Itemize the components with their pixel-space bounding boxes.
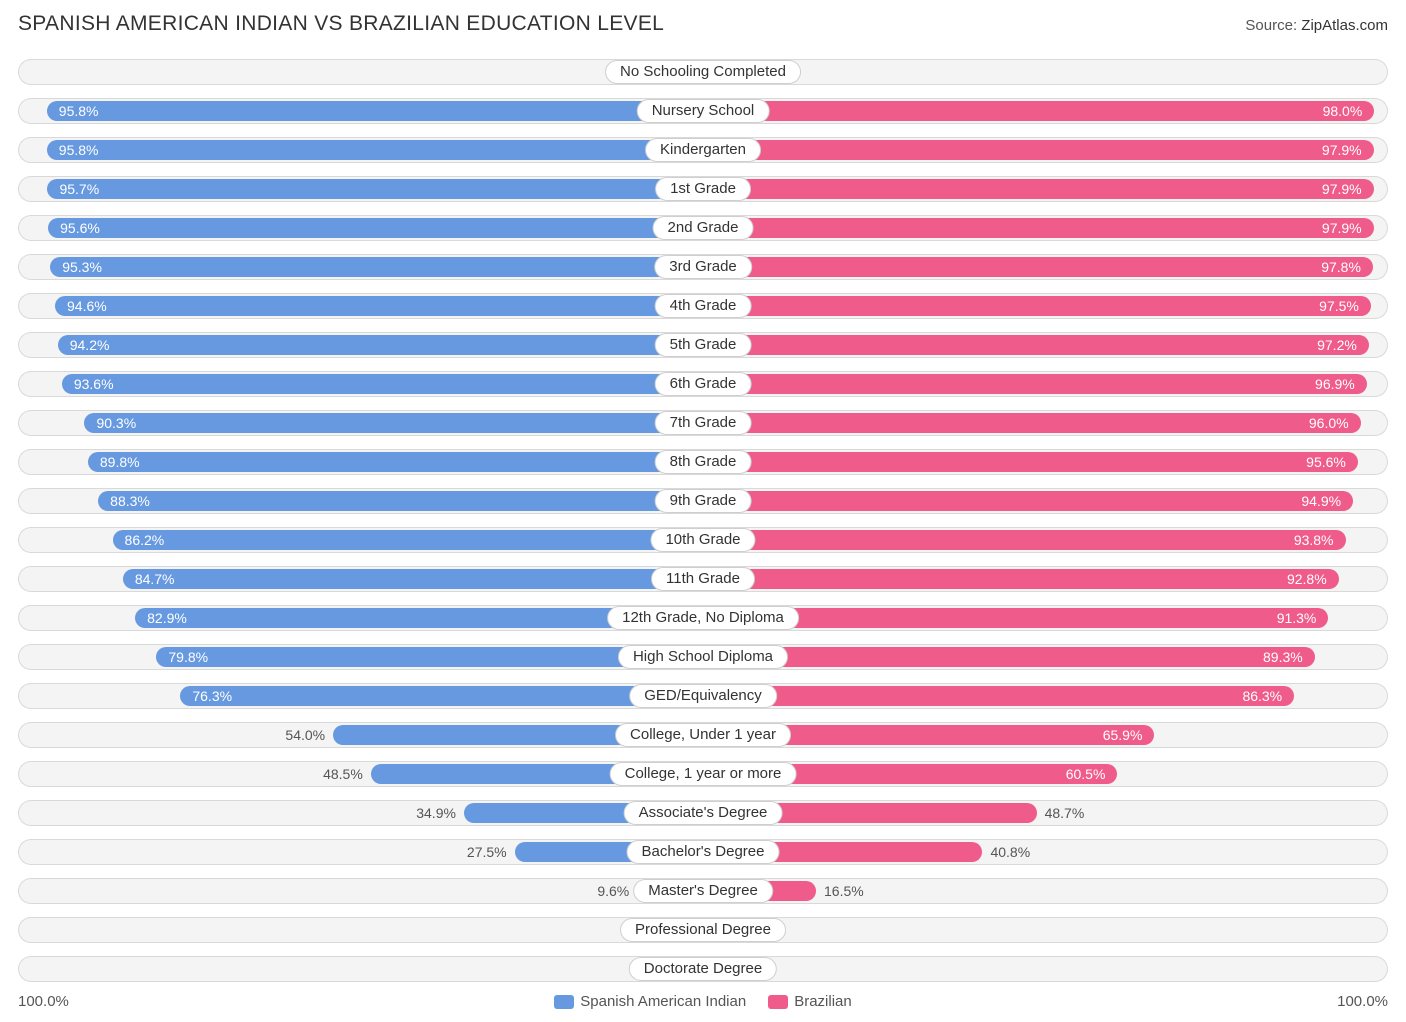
pct-right: 40.8%: [982, 842, 1030, 862]
legend-label-right: Brazilian: [794, 993, 852, 1010]
pct-right: 97.9%: [703, 179, 1374, 199]
pct-left: 27.5%: [467, 842, 515, 862]
category-label: 9th Grade: [655, 489, 752, 513]
pct-left: 88.3%: [98, 491, 703, 511]
pct-left: 95.7%: [47, 179, 703, 199]
chart-row: 94.6%97.5%4th Grade: [18, 288, 1388, 324]
chart-title: SPANISH AMERICAN INDIAN VS BRAZILIAN EDU…: [18, 12, 664, 36]
pct-right: 93.8%: [703, 530, 1346, 550]
source-name: ZipAtlas.com: [1301, 17, 1388, 34]
chart-row: 94.2%97.2%5th Grade: [18, 327, 1388, 363]
chart-row: 76.3%86.3%GED/Equivalency: [18, 678, 1388, 714]
chart-row: 88.3%94.9%9th Grade: [18, 483, 1388, 519]
chart-row: 34.9% 48.7% Associate's Degree: [18, 795, 1388, 831]
pct-right: 16.5%: [816, 881, 864, 901]
chart-row: 95.8%98.0%Nursery School: [18, 93, 1388, 129]
category-label: Doctorate Degree: [629, 957, 777, 981]
chart-row: 2.7%5.0%Professional Degree: [18, 912, 1388, 948]
pct-right: 98.0%: [703, 101, 1374, 121]
category-label: Associate's Degree: [624, 801, 783, 825]
legend: Spanish American Indian Brazilian: [554, 993, 851, 1010]
category-label: 2nd Grade: [653, 216, 754, 240]
pct-right: 96.0%: [703, 413, 1361, 433]
pct-left: 54.0%: [285, 725, 333, 745]
pct-left: 94.2%: [58, 335, 703, 355]
category-label: College, 1 year or more: [610, 762, 797, 786]
chart-row: 82.9%91.3%12th Grade, No Diploma: [18, 600, 1388, 636]
category-label: 10th Grade: [650, 528, 755, 552]
chart-row: 1.1%2.1%Doctorate Degree: [18, 951, 1388, 987]
axis-max-right: 100.0%: [1337, 993, 1388, 1010]
pct-left: 95.6%: [48, 218, 703, 238]
pct-left: 95.3%: [50, 257, 703, 277]
pct-right: 92.8%: [703, 569, 1339, 589]
chart-row: 89.8%95.6%8th Grade: [18, 444, 1388, 480]
pct-left: 94.6%: [55, 296, 703, 316]
category-label: 4th Grade: [655, 294, 752, 318]
category-label: 11th Grade: [651, 567, 755, 591]
pct-left: 93.6%: [62, 374, 703, 394]
legend-item-right: Brazilian: [768, 993, 852, 1010]
pct-right: 48.7%: [1037, 803, 1085, 823]
category-label: 1st Grade: [655, 177, 751, 201]
source-attribution: Source: ZipAtlas.com: [1245, 17, 1388, 34]
pct-right: 96.9%: [703, 374, 1367, 394]
category-label: No Schooling Completed: [605, 60, 801, 84]
category-label: GED/Equivalency: [629, 684, 777, 708]
pct-right: 95.6%: [703, 452, 1358, 472]
chart-row: 9.6% 16.5% Master's Degree: [18, 873, 1388, 909]
pct-right: 97.5%: [703, 296, 1371, 316]
chart-row: 54.0%65.9%College, Under 1 year: [18, 717, 1388, 753]
pct-left: 89.8%: [88, 452, 703, 472]
chart-row: 4.2%2.1%No Schooling Completed: [18, 54, 1388, 90]
legend-item-left: Spanish American Indian: [554, 993, 746, 1010]
source-prefix: Source:: [1245, 17, 1301, 34]
chart-row: 84.7%92.8%11th Grade: [18, 561, 1388, 597]
chart-row: 95.3%97.8%3rd Grade: [18, 249, 1388, 285]
category-label: College, Under 1 year: [615, 723, 791, 747]
category-label: High School Diploma: [618, 645, 788, 669]
pct-right: 97.8%: [703, 257, 1373, 277]
pct-right: 97.2%: [703, 335, 1369, 355]
pct-left: 76.3%: [180, 686, 703, 706]
category-label: 12th Grade, No Diploma: [607, 606, 799, 630]
chart-row: 48.5%60.5%College, 1 year or more: [18, 756, 1388, 792]
pct-left: 90.3%: [84, 413, 703, 433]
pct-left: 95.8%: [47, 140, 703, 160]
category-label: Professional Degree: [620, 918, 786, 942]
chart-row: 86.2%93.8%10th Grade: [18, 522, 1388, 558]
category-label: Bachelor's Degree: [627, 840, 780, 864]
pct-left: 34.9%: [416, 803, 464, 823]
pct-right: 94.9%: [703, 491, 1353, 511]
pct-right: 89.3%: [703, 647, 1315, 667]
chart-row: 93.6%96.9%6th Grade: [18, 366, 1388, 402]
legend-swatch-right: [768, 995, 788, 1009]
category-label: Kindergarten: [645, 138, 761, 162]
category-label: 5th Grade: [655, 333, 752, 357]
pct-right: 97.9%: [703, 218, 1374, 238]
chart-row: 27.5% 40.8% Bachelor's Degree: [18, 834, 1388, 870]
pct-left: 84.7%: [123, 569, 703, 589]
category-label: 8th Grade: [655, 450, 752, 474]
category-label: Master's Degree: [633, 879, 773, 903]
category-label: 7th Grade: [655, 411, 752, 435]
chart-body: 4.2%2.1%No Schooling Completed95.8%98.0%…: [18, 54, 1388, 987]
axis-max-left: 100.0%: [18, 993, 69, 1010]
pct-left: 86.2%: [113, 530, 703, 550]
pct-left: 9.6%: [597, 881, 637, 901]
pct-left: 48.5%: [323, 764, 371, 784]
chart-row: 79.8%89.3%High School Diploma: [18, 639, 1388, 675]
legend-swatch-left: [554, 995, 574, 1009]
pct-right: 86.3%: [703, 686, 1294, 706]
chart-row: 95.6%97.9%2nd Grade: [18, 210, 1388, 246]
chart-row: 90.3%96.0%7th Grade: [18, 405, 1388, 441]
legend-label-left: Spanish American Indian: [580, 993, 746, 1010]
pct-left: 95.8%: [47, 101, 703, 121]
category-label: 3rd Grade: [654, 255, 752, 279]
category-label: Nursery School: [637, 99, 770, 123]
category-label: 6th Grade: [655, 372, 752, 396]
chart-row: 95.7%97.9%1st Grade: [18, 171, 1388, 207]
chart-row: 95.8%97.9%Kindergarten: [18, 132, 1388, 168]
pct-right: 97.9%: [703, 140, 1374, 160]
